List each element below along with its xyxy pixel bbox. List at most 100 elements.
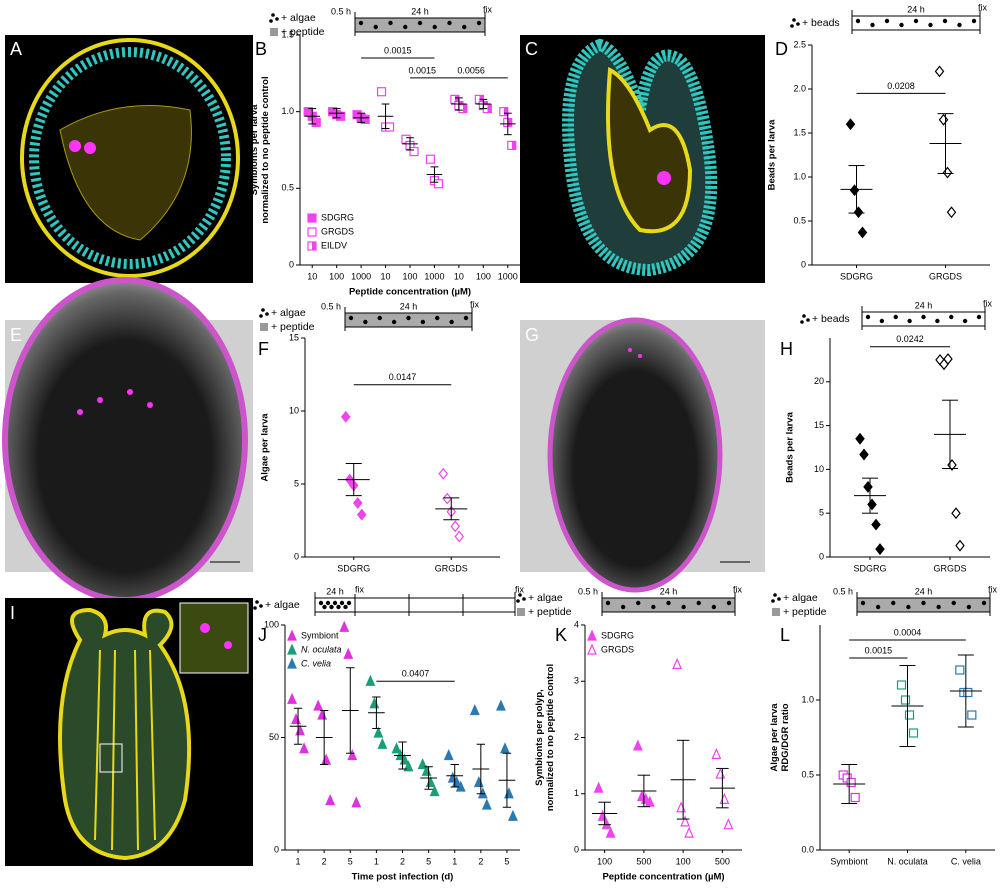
point [963,687,973,698]
protocol-dot [476,20,482,26]
point [871,518,881,531]
y-tick-label: 2.5 [793,39,806,49]
p-value: 0.0015 [384,45,412,55]
y-tick-label: 50 [269,732,279,742]
point [377,737,388,749]
point [287,643,297,655]
point [450,520,461,533]
agent-icon [265,312,269,316]
protocol-dot [322,604,327,610]
point [867,498,877,511]
panel-label: F [258,339,269,359]
protocol-dot [348,315,354,321]
protocol-peptide: + peptide [528,606,572,618]
peptide-icon [772,608,780,616]
point [908,728,919,738]
protocol-duration: 24 h [326,586,344,596]
protocol-agent: + algae [783,592,818,604]
protocol-agent: + algae [271,307,306,319]
micrograph: I [5,598,253,866]
point [875,543,885,556]
protocol-dot [363,319,368,325]
panel-label: K [555,625,567,645]
point [967,710,977,720]
point [955,665,965,675]
point [321,753,332,765]
legend-label: C. velia [301,658,331,668]
protocol-dot [711,604,717,610]
point [343,647,354,659]
agent-icon [802,314,806,318]
panel-label: H [780,339,793,359]
y-tick-label: 1.5 [793,127,806,137]
agent-icon [261,308,265,312]
agent-icon [259,604,263,608]
protocol-dot [879,318,885,324]
agent-icon [771,599,775,603]
point [307,213,317,223]
point [850,792,860,803]
x-tick-label: GRGDS [435,563,468,573]
protocol-duration: 24 h [907,4,925,14]
protocol-peptide: + peptide [281,26,325,38]
y-tick-label: 2.0 [793,83,806,93]
micrograph: A [5,35,253,283]
p-value: 0.0004 [894,627,922,637]
protocol-dot [681,604,686,610]
protocol-dot [462,24,467,30]
point [391,742,402,754]
protocol-dot [860,600,866,606]
point [672,657,683,669]
protocol-start: 0.5 h [321,301,341,311]
point [587,643,597,655]
protocol-peptide: + peptide [271,321,315,333]
point [946,206,957,219]
protocol-dot [696,600,701,606]
micrograph: E [2,277,253,603]
y-tick-label: 10 [814,464,824,474]
point [425,154,436,164]
y-axis-title: Algae per larva [769,703,780,772]
point [369,697,380,709]
point [684,826,695,838]
protocol-dot [325,600,331,606]
point [504,787,514,799]
protocol-start: 0.5 h [578,586,598,596]
protocol-dot [928,22,933,28]
point [317,708,328,720]
protocol-dot [913,18,919,24]
x-tick-label: 5 [504,856,509,866]
point [593,781,604,793]
protocol-dot [358,20,364,26]
x-axis-title: Peptide concentration (µM) [602,872,724,883]
protocol-dot [893,314,898,320]
protocol-dot [906,604,911,610]
x-tick-label: 1 [296,856,301,866]
point [429,785,440,797]
protocol-agent: + beads [802,17,840,29]
p-value: 0.0208 [887,81,915,91]
protocol-dot [435,315,440,321]
protocol-dot [949,314,954,320]
y-tick-label: 1.5 [281,29,294,39]
point [934,65,945,78]
p-value: 0.0056 [457,65,485,75]
y-tick-label: 10 [289,405,299,415]
x-axis-title: Peptide concentration (µM) [349,287,471,298]
point [715,767,726,779]
panel-label: A [10,39,22,59]
point [438,467,449,480]
legend-label: SDGRG [321,212,354,222]
x-tick-label: 2 [322,856,327,866]
y-tick-label: 15 [289,332,299,342]
point [356,508,367,521]
agent-icon [522,597,526,601]
point [299,742,309,754]
protocol-dot [449,319,454,325]
point [307,241,317,251]
protocol-dot [971,18,977,24]
point [454,530,465,543]
point [942,166,953,179]
